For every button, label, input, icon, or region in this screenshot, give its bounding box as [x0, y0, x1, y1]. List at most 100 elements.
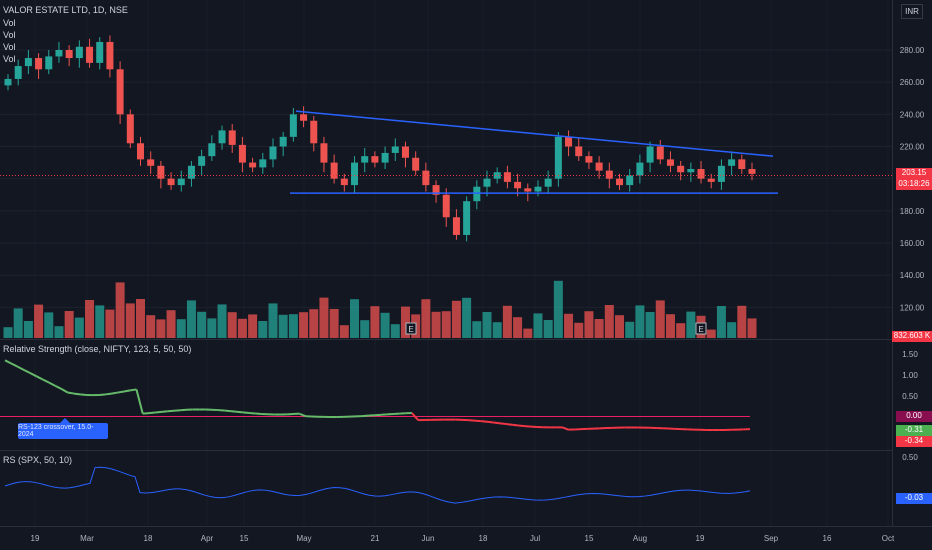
- candle-body: [493, 172, 501, 179]
- volume-bar: [309, 309, 319, 338]
- volume-bar: [299, 312, 309, 338]
- price-tag: 203.15: [896, 168, 932, 179]
- candle-body: [687, 169, 695, 173]
- candle-body: [605, 170, 613, 179]
- candle-body: [147, 159, 155, 166]
- candle-body: [677, 165, 685, 173]
- rs-segment: [111, 391, 118, 395]
- rs-segment: [173, 409, 181, 412]
- candle-body: [65, 50, 73, 59]
- volume-bar: [513, 317, 523, 338]
- time-tick-label: Oct: [882, 534, 895, 543]
- rs-segment: [161, 410, 168, 413]
- volume-bar: [645, 312, 655, 338]
- volume-bar: [523, 328, 533, 338]
- volume-bar: [44, 312, 54, 338]
- time-tick-label: Jun: [422, 534, 435, 543]
- price-tick-label: 280.00: [900, 46, 925, 55]
- candle-body: [218, 130, 226, 144]
- candle-body: [575, 146, 583, 157]
- rs-segment: [480, 420, 488, 423]
- candle-body: [351, 162, 359, 186]
- vol-label: Vol: [3, 54, 16, 64]
- rs-segment: [80, 393, 87, 396]
- rs-tick-label: 0.50: [902, 392, 918, 401]
- volume-bars: [3, 280, 757, 338]
- candle-body: [697, 169, 705, 179]
- candle-body: [269, 146, 277, 160]
- volume-bar: [431, 311, 441, 338]
- candle-body: [717, 165, 725, 182]
- candle-body: [24, 58, 32, 67]
- volume-bar: [604, 305, 614, 338]
- candle-body: [656, 146, 664, 160]
- volume-bar: [584, 311, 594, 338]
- time-tick-label: Mar: [80, 534, 94, 543]
- volume-bar: [421, 299, 431, 338]
- rs-panel-title[interactable]: Relative Strength (close, NIFTY, 123, 5,…: [3, 344, 192, 354]
- candle-body: [259, 159, 267, 168]
- rs-tick-label: 1.00: [902, 371, 918, 380]
- descending-trendline: [295, 110, 774, 157]
- earnings-marker: [695, 322, 707, 335]
- rs-segment: [242, 411, 250, 414]
- time-tick-label: 18: [479, 534, 488, 543]
- volume-bar: [747, 318, 757, 338]
- rs-green-tag: -0.31: [896, 425, 932, 436]
- currency-button[interactable]: INR: [901, 4, 923, 19]
- rs-segment: [105, 392, 112, 396]
- candle-body: [330, 162, 338, 179]
- candle-body: [167, 178, 175, 186]
- rs-segment: [67, 391, 75, 395]
- volume-bar: [146, 315, 156, 338]
- volume-bar: [115, 282, 125, 338]
- rs-segment: [123, 389, 131, 393]
- volume-bar: [350, 299, 360, 338]
- candle-body: [75, 46, 83, 59]
- candle-body: [544, 178, 552, 187]
- volume-bar: [268, 303, 278, 338]
- earnings-marker: [405, 322, 417, 335]
- candle-body: [432, 185, 440, 195]
- candle-body: [616, 178, 624, 186]
- candle-body: [4, 78, 12, 86]
- volume-bar: [135, 299, 145, 338]
- candle-body: [279, 136, 287, 147]
- candle-body: [371, 156, 379, 163]
- rs-segment: [474, 419, 481, 423]
- candle-body: [381, 152, 389, 163]
- price-tick-label: 260.00: [900, 78, 925, 87]
- candle-body: [452, 217, 460, 235]
- price-tick-label: 120.00: [900, 303, 925, 312]
- vol-label: Vol: [3, 42, 16, 52]
- time-tick-label: 15: [585, 534, 594, 543]
- candle-body: [422, 170, 430, 186]
- volume-bar: [553, 280, 563, 338]
- candle-body: [249, 162, 257, 168]
- volume-tag: 832.603 K: [892, 331, 932, 342]
- rs-segment: [73, 392, 81, 396]
- rs-segment: [411, 412, 419, 421]
- candle-body: [86, 46, 94, 63]
- rs-segment: [224, 409, 231, 413]
- time-tick-label: Sep: [764, 534, 779, 543]
- volume-bar: [34, 304, 44, 338]
- rs2-panel-title[interactable]: RS (SPX, 50, 10): [3, 455, 73, 465]
- volume-bar: [156, 319, 166, 338]
- symbol-title[interactable]: VALOR ESTATE LTD, 1D, NSE: [3, 5, 128, 15]
- candle-body: [187, 165, 195, 179]
- candle-body: [595, 162, 603, 171]
- rs-segment: [561, 426, 569, 431]
- volume-bar: [502, 305, 512, 338]
- rs-segment: [249, 411, 256, 415]
- rs-segment: [98, 393, 106, 396]
- candle-body: [401, 146, 409, 158]
- candle-body: [116, 69, 124, 115]
- rs-segment: [518, 424, 525, 428]
- candle-body: [289, 114, 297, 137]
- volume-bar: [105, 309, 115, 338]
- candle-body: [45, 56, 53, 70]
- price-tick-label: 140.00: [900, 271, 925, 280]
- candle-body: [666, 159, 674, 166]
